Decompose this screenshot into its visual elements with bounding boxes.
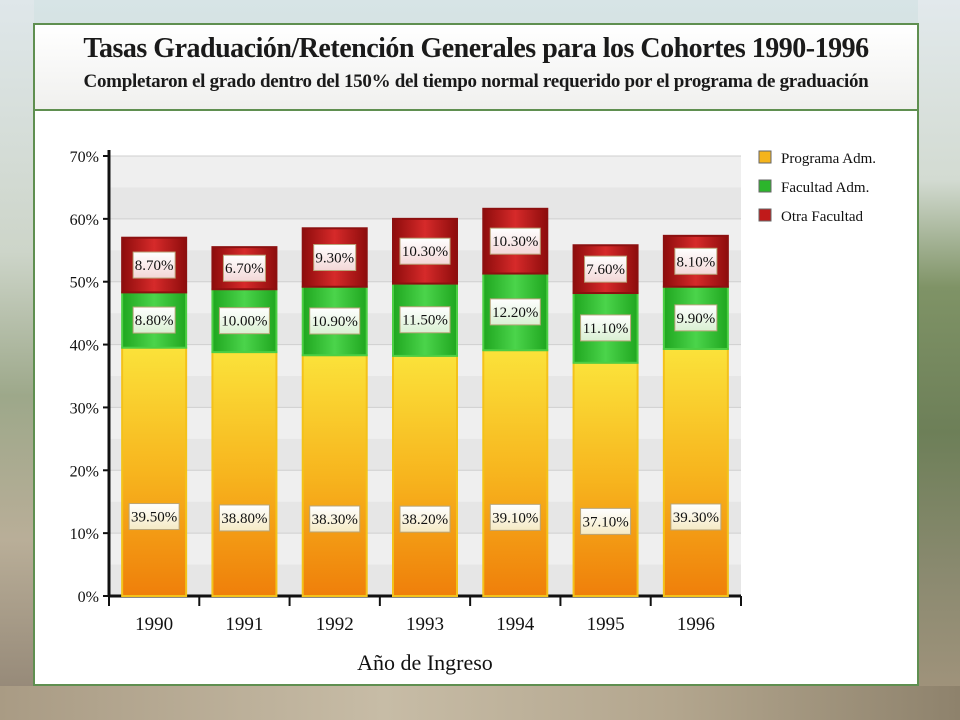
bar-segment [121, 346, 188, 598]
bar-segment [662, 347, 729, 597]
category-label: 1990 [135, 614, 173, 635]
value-label: 39.50% [131, 510, 177, 526]
value-label-box [132, 251, 176, 279]
value-label-box [584, 255, 628, 283]
y-tick-label: 20% [70, 463, 99, 480]
x-axis-title: Año de Ingreso [357, 650, 493, 675]
bar-segment [482, 349, 549, 597]
value-label: 11.10% [583, 321, 629, 337]
background-bottom [0, 686, 960, 720]
value-label: 37.10% [582, 514, 628, 530]
value-label-box [128, 503, 180, 531]
category-label: 1992 [316, 614, 354, 635]
value-label-box [313, 244, 357, 272]
value-label: 6.70% [225, 261, 264, 277]
value-label-box [399, 505, 451, 533]
value-label-box [218, 504, 270, 532]
title-band: Tasas Graduación/Retención Generales par… [35, 25, 917, 111]
legend-swatch [758, 150, 772, 164]
value-label-box [489, 298, 541, 326]
value-label-box [309, 505, 361, 533]
value-label: 9.90% [676, 311, 715, 327]
category-label: 1996 [677, 614, 715, 635]
value-label-box [580, 314, 632, 342]
chart-subtitle: Completaron el grado dentro del 150% del… [83, 71, 869, 92]
value-label-box [222, 254, 266, 282]
category-label: 1993 [406, 614, 444, 635]
value-label: 7.60% [586, 262, 625, 278]
category-label: 1994 [496, 614, 535, 635]
value-label-box [580, 507, 632, 535]
value-label-box [399, 237, 451, 265]
value-label-box [674, 304, 718, 332]
value-label: 39.30% [673, 510, 719, 526]
y-tick-label: 30% [70, 400, 99, 417]
bar-segment [211, 351, 278, 597]
value-label: 10.30% [402, 244, 448, 260]
value-label-box [399, 306, 451, 334]
value-label: 9.30% [315, 251, 354, 267]
grid-band [109, 187, 741, 219]
bar-segment [301, 354, 368, 597]
value-label-box [670, 503, 722, 531]
value-label: 11.50% [402, 313, 448, 329]
category-label: 1995 [587, 614, 625, 635]
legend-swatch [758, 208, 772, 222]
bar-segment [572, 361, 639, 597]
legend-swatch [758, 179, 772, 193]
y-tick-label: 70% [70, 149, 99, 166]
y-tick-label: 40% [70, 338, 99, 355]
bar-segment [392, 354, 458, 597]
value-label-box [489, 227, 541, 255]
value-label: 10.00% [221, 314, 267, 330]
legend-label: Otra Facultad [781, 209, 864, 225]
value-label: 10.30% [492, 234, 538, 250]
value-label: 8.80% [135, 313, 174, 329]
value-label: 38.30% [312, 512, 358, 528]
legend-label: Facultad Adm. [781, 180, 869, 196]
y-tick-label: 50% [70, 275, 99, 292]
chart-card: Tasas Graduación/Retención Generales par… [33, 23, 919, 686]
value-label: 8.10% [676, 254, 715, 270]
y-tick-label: 60% [70, 212, 99, 229]
background-right [918, 0, 960, 720]
category-label: 1991 [225, 614, 263, 635]
value-label: 8.70% [135, 258, 174, 274]
value-label: 39.10% [492, 510, 538, 526]
chart-title: Tasas Graduación/Retención Generales par… [83, 33, 869, 64]
value-label: 38.80% [221, 511, 267, 527]
grid-band [109, 156, 741, 188]
value-label-box [309, 307, 361, 335]
value-label-box [218, 307, 270, 335]
value-label: 12.20% [492, 305, 538, 321]
value-label-box [674, 247, 718, 275]
chart-svg: 0% 10% 20% 30% 40% 50% 60% 70% 39.50% 8.80% 8.70% 1… [70, 149, 876, 675]
value-label-box [489, 503, 541, 531]
value-label: 38.20% [402, 512, 448, 528]
background-left [0, 0, 34, 720]
legend-label: Programa Adm. [781, 151, 876, 167]
y-tick-label: 10% [70, 526, 99, 543]
value-label-box [132, 306, 176, 334]
y-tick-label: 0% [78, 589, 99, 606]
value-label: 10.90% [312, 314, 358, 330]
